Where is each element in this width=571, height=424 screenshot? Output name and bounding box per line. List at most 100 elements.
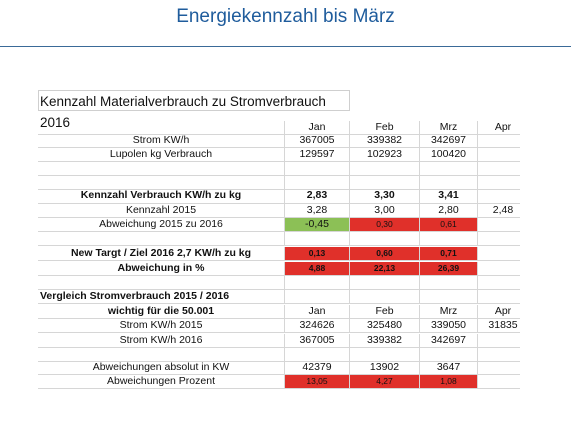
cell-value: Apr: [478, 121, 520, 135]
sheet-row: [38, 276, 520, 290]
cell-value: 339382: [350, 134, 420, 148]
cell-empty: [350, 162, 420, 176]
cell-empty: [478, 189, 520, 204]
cell-empty: [478, 290, 520, 304]
sheet-row: New Targt / Ziel 2016 2,7 KW/h zu kg 0,13…: [38, 247, 520, 261]
sheet-heading: Kennzahl Materialverbrauch zu Stromverbr…: [38, 90, 350, 130]
cell-value: 1,08: [420, 375, 478, 389]
sheet-row: [38, 348, 520, 362]
row-label: Kennzahl 2015: [38, 204, 285, 218]
cell-value: 3,30: [350, 189, 420, 204]
row-label: Lupolen kg Verbrauch: [38, 148, 285, 162]
cell-value: 0,61: [420, 218, 478, 232]
sheet-row: Jan Feb Mrz Apr: [38, 121, 520, 135]
cell-value: -0,45: [285, 218, 350, 232]
cell-empty: [350, 232, 420, 246]
sheet-row: Strom KW/h 2015 324626 325480 339050 31835: [38, 319, 520, 333]
row-label: New Targt / Ziel 2016 2,7 KW/h zu kg: [38, 247, 285, 261]
row-label: [38, 162, 285, 176]
cell-value: Jan: [285, 305, 350, 319]
cell-value: 367005: [285, 134, 350, 148]
cell-empty: [350, 276, 420, 290]
cell-value: 102923: [350, 148, 420, 162]
cell-value: 0,60: [350, 247, 420, 261]
cell-value: 13,05: [285, 375, 350, 389]
cell-empty: [420, 162, 478, 176]
sheet-row: Vergleich Stromverbrauch 2015 / 2016: [38, 290, 520, 304]
sheet-row: Kennzahl Verbrauch KW/h zu kg 2,83 3,30 3,4…: [38, 189, 520, 204]
cell-empty: [285, 276, 350, 290]
cell-empty: [420, 290, 478, 304]
cell-empty: [285, 162, 350, 176]
cell-value: 42379: [285, 361, 350, 375]
cell-empty: [350, 348, 420, 362]
row-label: Strom KW/h: [38, 134, 285, 148]
cell-empty: [478, 134, 520, 148]
cell-empty: [478, 162, 520, 176]
row-label: [38, 176, 285, 190]
cell-value: 2,83: [285, 189, 350, 204]
row-label: wichtig für die 50.001: [38, 305, 285, 319]
cell-value: Mrz: [420, 305, 478, 319]
cell-value: 339382: [350, 334, 420, 348]
cell-empty: [478, 262, 520, 276]
sheet-row: Lupolen kg Verbrauch 129597 102923 100420: [38, 148, 520, 162]
row-label: Abweichung 2015 zu 2016: [38, 218, 285, 232]
sheet-row: [38, 176, 520, 190]
row-label: Strom KW/h 2016: [38, 334, 285, 348]
title-rule: [0, 46, 571, 47]
cell-value: 3,28: [285, 204, 350, 218]
sheet-row: Abweichungen absolut in KW 42379 13902 3647: [38, 361, 520, 375]
cell-empty: [478, 348, 520, 362]
cell-value: 22,13: [350, 262, 420, 276]
cell-empty: [478, 176, 520, 190]
cell-value: 2,80: [420, 204, 478, 218]
sheet-row: wichtig für die 50.001 Jan Feb Mrz Apr: [38, 305, 520, 319]
row-label: Vergleich Stromverbrauch 2015 / 2016: [38, 290, 285, 304]
cell-value: 339050: [420, 319, 478, 333]
cell-empty: [285, 348, 350, 362]
cell-value: 0,30: [350, 218, 420, 232]
cell-value: 3,00: [350, 204, 420, 218]
cell-empty: [420, 176, 478, 190]
sheet-row: Abweichungen Prozent 13,05 4,27 1,08: [38, 375, 520, 389]
sheet-row: Abweichung in % 4,88 22,13 26,39: [38, 262, 520, 276]
sheet-row: Strom KW/h 2016 367005 339382 342697: [38, 334, 520, 348]
row-label: [38, 232, 285, 246]
cell-value: Mrz: [420, 121, 478, 135]
spreadsheet: Kennzahl Materialverbrauch zu Stromverbr…: [38, 0, 520, 424]
cell-value: 26,39: [420, 262, 478, 276]
cell-empty: [478, 334, 520, 348]
cell-empty: [478, 276, 520, 290]
row-label: [38, 276, 285, 290]
sheet-row: [38, 162, 520, 176]
cell-value: Jan: [285, 121, 350, 135]
cell-empty: [478, 232, 520, 246]
cell-value: 0,71: [420, 247, 478, 261]
cell-empty: [285, 290, 350, 304]
cell-value: 342697: [420, 134, 478, 148]
row-label: Abweichungen Prozent: [38, 375, 285, 389]
cell-value: 342697: [420, 334, 478, 348]
cell-empty: [478, 375, 520, 389]
sheet-row: Abweichung 2015 zu 2016 -0,45 0,30 0,61: [38, 218, 520, 232]
cell-empty: [420, 348, 478, 362]
cell-value: 31835: [478, 319, 520, 333]
cell-value: 0,13: [285, 247, 350, 261]
cell-empty: [285, 232, 350, 246]
row-label: Strom KW/h 2015: [38, 319, 285, 333]
cell-value: Apr: [478, 305, 520, 319]
cell-empty: [420, 232, 478, 246]
cell-empty: [478, 148, 520, 162]
cell-value: 367005: [285, 334, 350, 348]
cell-value: 4,27: [350, 375, 420, 389]
row-label: [38, 348, 285, 362]
cell-value: 324626: [285, 319, 350, 333]
cell-empty: [285, 176, 350, 190]
row-label: Abweichung in %: [38, 262, 285, 276]
cell-empty: [420, 276, 478, 290]
cell-value: 325480: [350, 319, 420, 333]
slide-title: Energiekennzahl bis März: [176, 6, 395, 27]
cell-value: 13902: [350, 361, 420, 375]
row-label: Abweichungen absolut in KW: [38, 361, 285, 375]
